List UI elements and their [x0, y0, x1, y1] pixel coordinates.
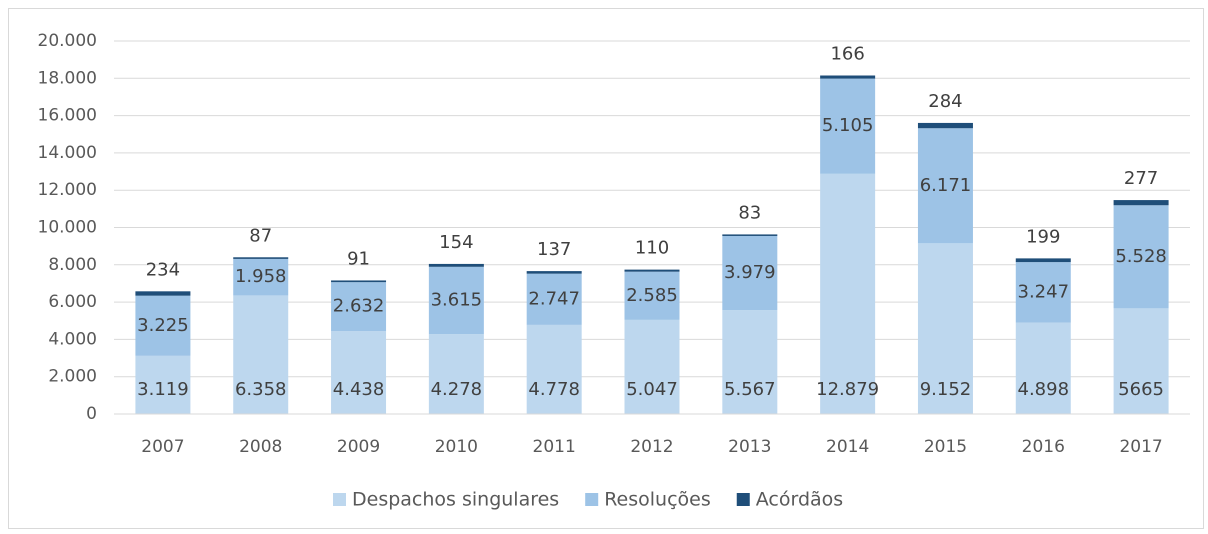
chart-border: [8, 8, 1204, 529]
data-label: 5665: [1118, 379, 1164, 400]
bar-segment: [820, 173, 876, 414]
bar-segment: [624, 271, 680, 320]
bar-segment: [135, 295, 191, 356]
bar-segment: [917, 122, 973, 129]
data-label: 6.171: [920, 175, 972, 196]
y-tick-label: 14.000: [38, 143, 97, 163]
data-label: 6.358: [235, 379, 287, 400]
data-label: 5.105: [822, 115, 874, 136]
data-label: 1.958: [235, 266, 287, 287]
data-label: 154: [439, 232, 473, 253]
x-tick-label: 2011: [533, 437, 576, 457]
y-tick-label: 16.000: [38, 106, 97, 126]
y-tick-label: 20.000: [38, 31, 97, 51]
data-label: 2.632: [333, 296, 385, 317]
data-label: 4.438: [333, 379, 385, 400]
bar-segment: [331, 282, 387, 332]
bar-segment: [135, 355, 191, 414]
bar-segment: [526, 271, 582, 274]
data-label: 2.747: [528, 288, 580, 309]
bar-segment: [1015, 258, 1071, 263]
y-tick-label: 0: [86, 404, 97, 424]
data-label: 166: [830, 44, 864, 65]
data-label: 284: [928, 91, 962, 112]
legend-label: Resoluções: [604, 489, 711, 511]
y-tick-label: 18.000: [38, 68, 97, 88]
bar-segment: [428, 263, 484, 267]
data-label: 9.152: [920, 379, 972, 400]
x-tick-label: 2017: [1119, 437, 1162, 457]
bar-segment: [135, 291, 191, 296]
data-label: 3.119: [137, 379, 189, 400]
y-tick-label: 8.000: [48, 255, 97, 275]
data-label: 5.528: [1115, 246, 1167, 267]
bar-segment: [428, 266, 484, 335]
legend-swatch: [736, 493, 750, 506]
bar-segment: [917, 243, 973, 414]
x-tick-label: 2008: [239, 437, 282, 457]
legend-swatch: [333, 493, 346, 506]
bar-segment: [428, 334, 484, 414]
bar-segment: [722, 235, 778, 311]
data-label: 3.979: [724, 262, 776, 283]
data-label: 91: [347, 248, 370, 269]
legend-label: Acórdãos: [756, 489, 843, 511]
legend-label: Despachos singulares: [352, 489, 559, 511]
data-label: 3.225: [137, 315, 189, 336]
bar-segment: [331, 280, 387, 283]
bar-segment: [233, 295, 289, 414]
data-label: 3.615: [431, 290, 483, 311]
x-tick-label: 2010: [435, 437, 478, 457]
bar-segment: [233, 258, 289, 296]
data-label: 2.585: [626, 285, 678, 306]
bar-segment: [331, 331, 387, 414]
data-label: 137: [537, 239, 571, 260]
bar-segment: [722, 234, 778, 236]
bar-segment: [722, 310, 778, 414]
data-label: 4.778: [528, 379, 580, 400]
y-tick-label: 4.000: [48, 329, 97, 349]
y-tick-label: 10.000: [38, 218, 97, 238]
x-tick-label: 2016: [1022, 437, 1065, 457]
data-label: 199: [1026, 226, 1060, 247]
bar-segment: [233, 257, 289, 259]
y-tick-label: 2.000: [48, 367, 97, 387]
bar-segment: [917, 128, 973, 244]
data-label: 12.879: [816, 379, 879, 400]
bar-segment: [526, 273, 582, 325]
legend-swatch: [585, 493, 599, 506]
bar-segment: [1113, 205, 1169, 309]
bar-segment: [1015, 322, 1071, 414]
x-tick-label: 2015: [924, 437, 967, 457]
x-tick-label: 2012: [630, 437, 673, 457]
data-label: 3.247: [1018, 281, 1070, 302]
x-tick-label: 2009: [337, 437, 380, 457]
bar-segment: [624, 319, 680, 414]
x-tick-label: 2013: [728, 437, 771, 457]
bar-segment: [820, 75, 876, 79]
bar-segment: [1113, 308, 1169, 414]
data-label: 277: [1124, 168, 1158, 189]
y-tick-label: 12.000: [38, 180, 97, 200]
bar-segment: [526, 324, 582, 414]
bar-segment: [624, 269, 680, 272]
data-label: 110: [635, 238, 669, 259]
y-tick-label: 6.000: [48, 292, 97, 312]
data-label: 87: [249, 225, 272, 246]
x-tick-label: 2007: [141, 437, 184, 457]
data-label: 5.567: [724, 379, 776, 400]
data-label: 5.047: [626, 379, 678, 400]
data-label: 4.278: [431, 379, 483, 400]
data-label: 4.898: [1018, 379, 1070, 400]
bar-segment: [1113, 200, 1169, 206]
data-label: 83: [738, 202, 761, 223]
bar-segment: [820, 78, 876, 174]
bar-segment: [1015, 262, 1071, 323]
x-tick-label: 2014: [826, 437, 869, 457]
data-label: 234: [146, 259, 180, 280]
